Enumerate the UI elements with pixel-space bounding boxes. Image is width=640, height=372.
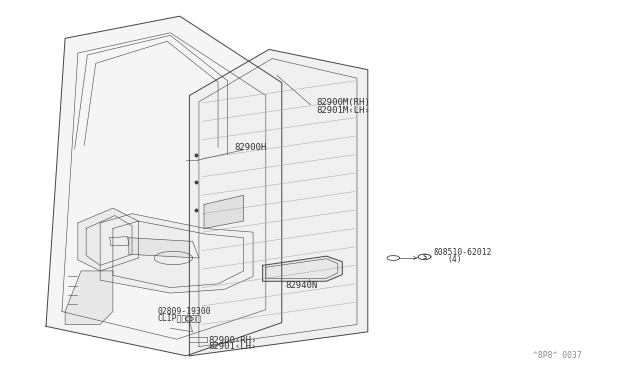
Polygon shape	[204, 195, 244, 228]
Text: ^8P8^ 0037: ^8P8^ 0037	[534, 351, 582, 360]
Text: 82901M‹LH›: 82901M‹LH›	[317, 106, 371, 115]
Text: ß08510-62012: ß08510-62012	[433, 248, 492, 257]
Polygon shape	[46, 16, 282, 356]
Polygon shape	[129, 238, 199, 258]
Text: 82900M(RH): 82900M(RH)	[317, 99, 371, 108]
Text: 82900‹RH›: 82900‹RH›	[209, 336, 257, 345]
Polygon shape	[65, 271, 113, 324]
Polygon shape	[262, 256, 342, 281]
Text: 82940N: 82940N	[285, 281, 317, 290]
Text: S: S	[422, 254, 427, 260]
Text: 02809-19300: 02809-19300	[157, 307, 211, 316]
Polygon shape	[189, 49, 368, 356]
Text: 82901‹LH›: 82901‹LH›	[209, 342, 257, 351]
Polygon shape	[100, 214, 253, 293]
Polygon shape	[78, 208, 138, 271]
Text: CLIPクリップ２: CLIPクリップ２	[157, 314, 202, 323]
Text: (4): (4)	[447, 255, 462, 264]
Text: 82900H: 82900H	[234, 143, 266, 152]
